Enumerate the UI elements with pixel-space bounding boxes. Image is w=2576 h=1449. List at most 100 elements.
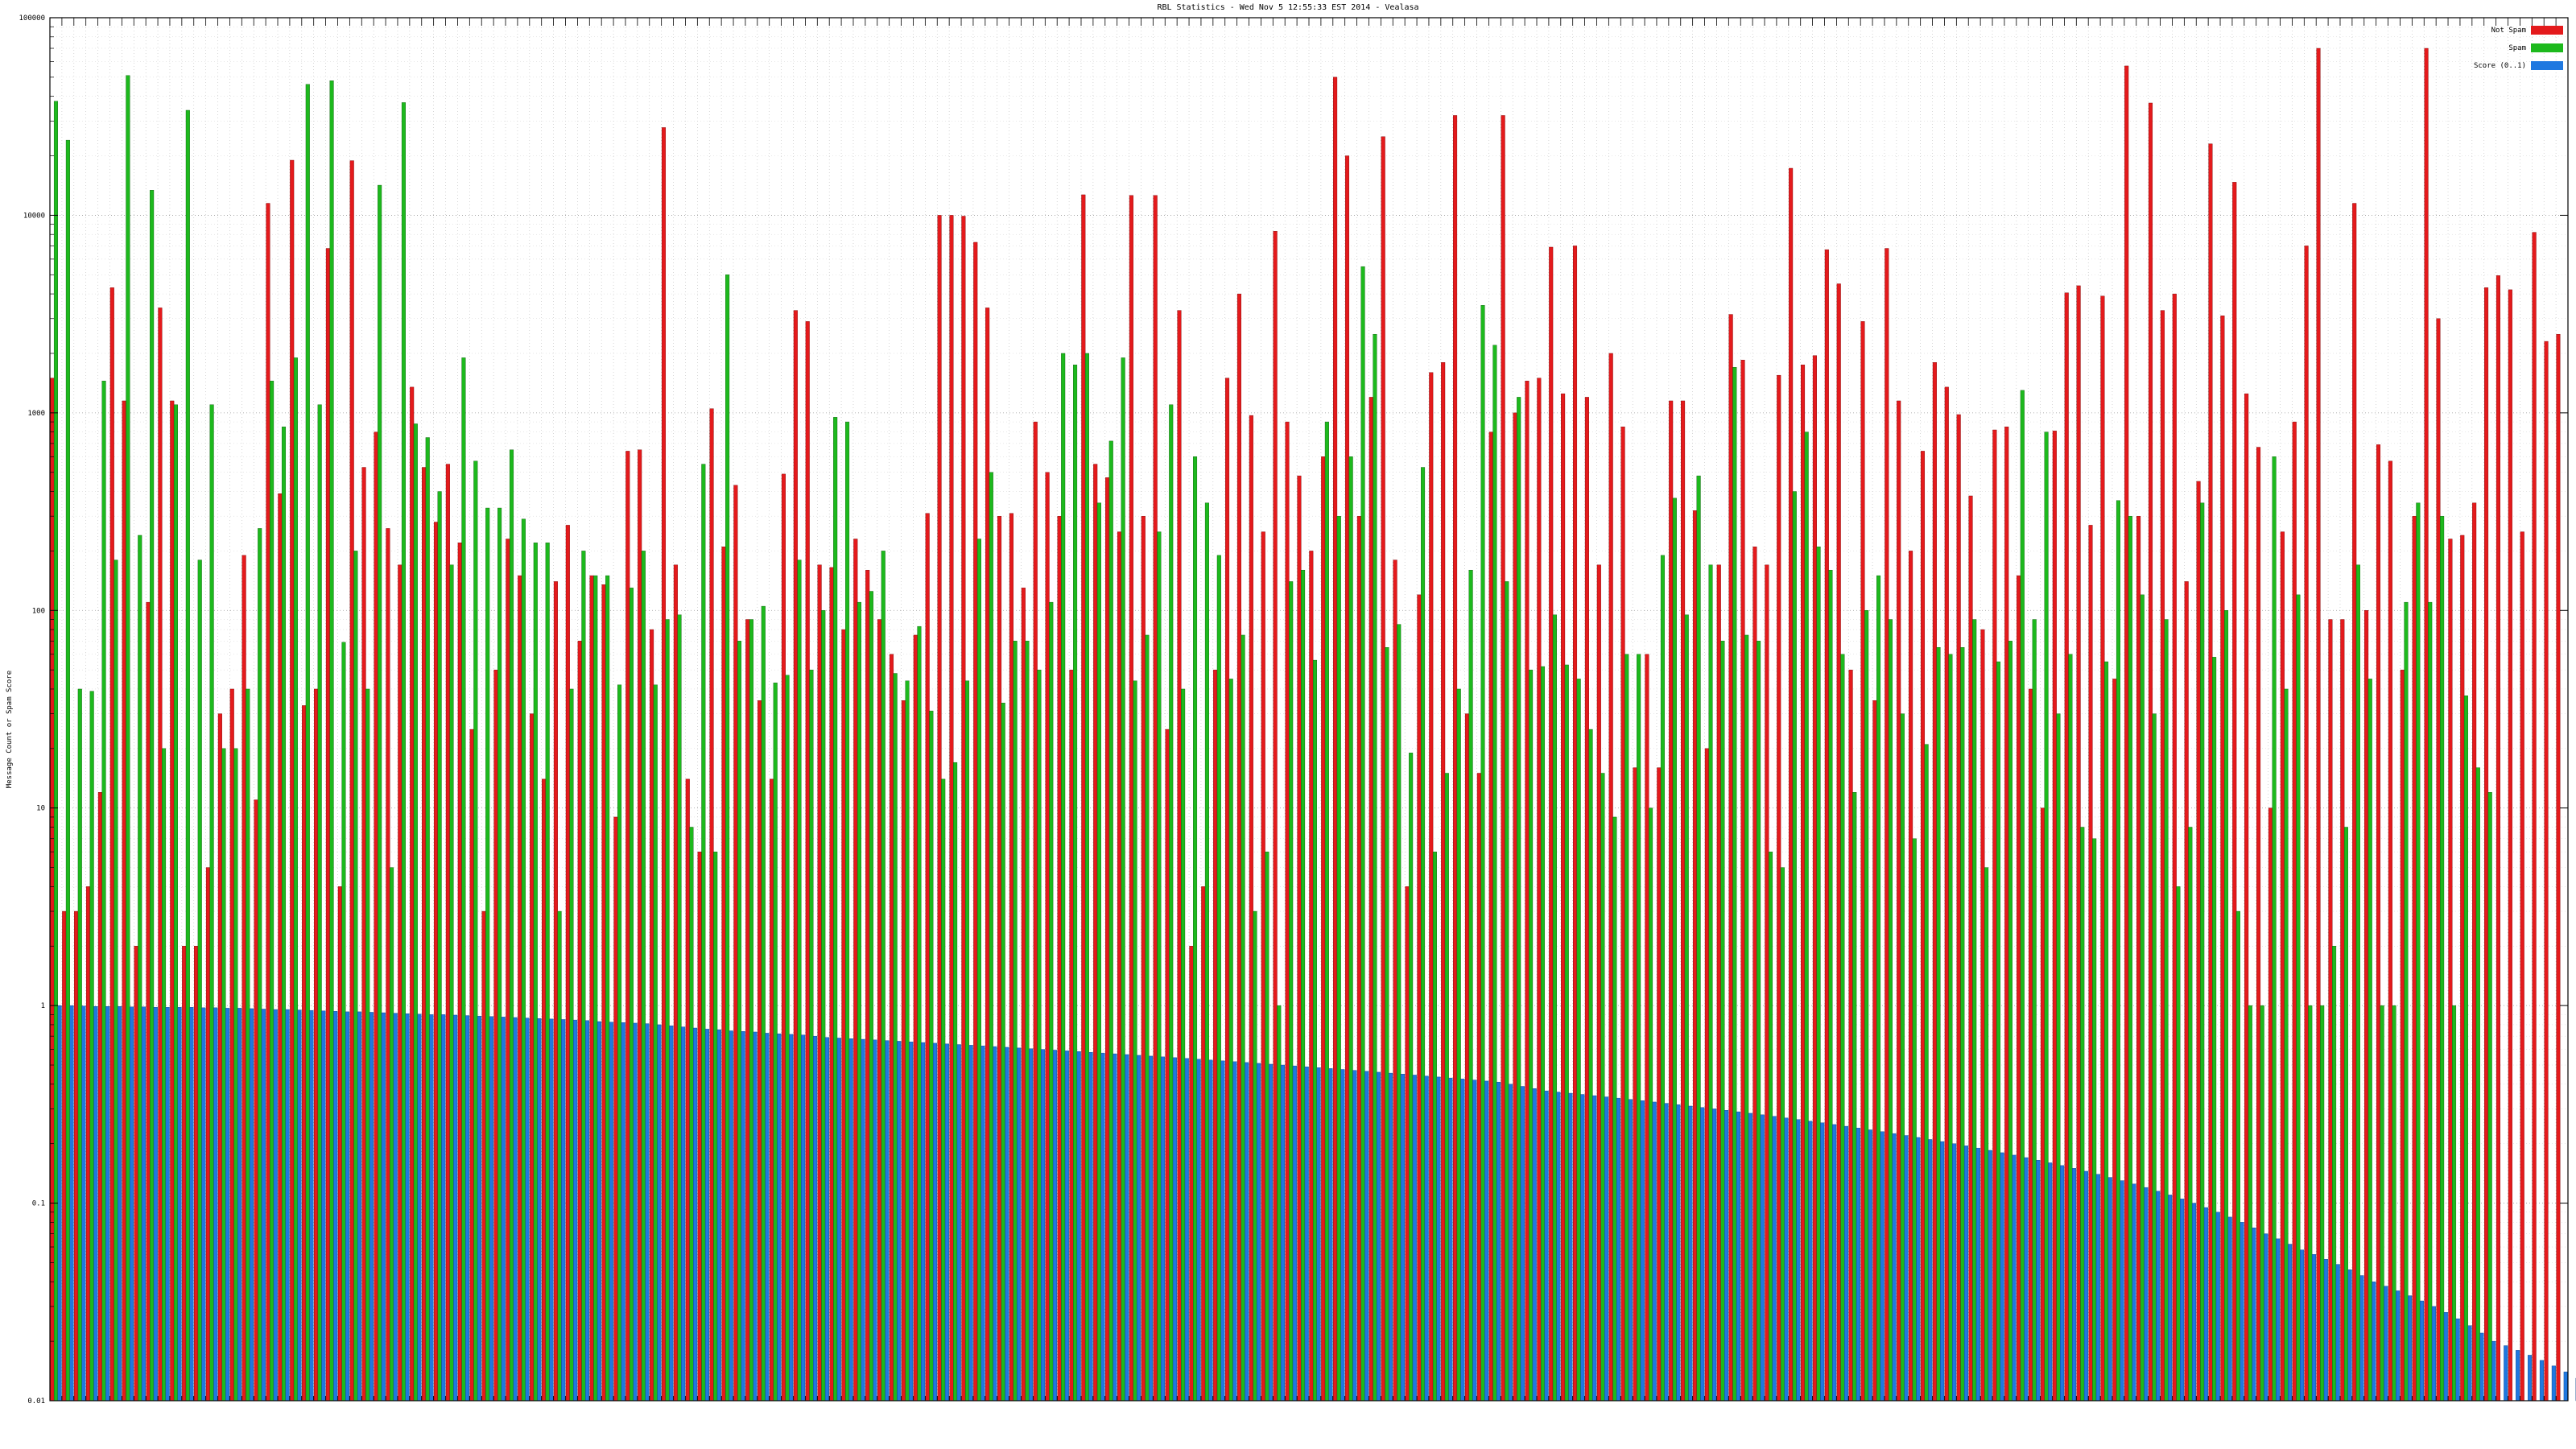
bar-score-198	[2431, 1306, 2436, 1402]
bar-not-56	[721, 547, 726, 1402]
bar-not-204	[2496, 275, 2500, 1402]
bar-not-171	[2100, 295, 2105, 1402]
bar-spam-31	[425, 437, 430, 1402]
bar-not-42	[553, 581, 558, 1402]
bar-score-177	[2180, 1199, 2185, 1402]
y-tick-label: 100000	[19, 14, 45, 23]
bar-score-59	[765, 1033, 770, 1402]
bar-not-33	[445, 464, 450, 1402]
bar-spam-107	[1336, 515, 1341, 1402]
bar-score-133	[1652, 1101, 1657, 1402]
bar-score-4	[105, 1006, 110, 1402]
bar-not-79	[997, 515, 1002, 1402]
bar-not-198	[2424, 47, 2429, 1402]
bar-score-107	[1340, 1069, 1345, 1402]
bar-score-94	[1184, 1058, 1189, 1402]
legend-swatch-0	[2531, 26, 2563, 35]
bar-score-78	[993, 1046, 997, 1402]
bar-spam-76	[964, 680, 970, 1402]
bar-not-135	[1669, 400, 1674, 1402]
bar-spam-125	[1552, 614, 1557, 1402]
bar-score-130	[1616, 1097, 1621, 1402]
bar-spam-144	[1780, 867, 1785, 1402]
bar-not-206	[2520, 531, 2524, 1402]
bar-not-176	[2160, 310, 2165, 1402]
bar-score-10	[177, 1007, 182, 1402]
bar-score-77	[980, 1046, 985, 1402]
bar-spam-19	[281, 426, 287, 1402]
bar-not-66	[841, 629, 846, 1402]
bar-score-15	[237, 1008, 242, 1402]
bar-spam-117	[1456, 688, 1461, 1402]
bar-not-185	[2268, 807, 2273, 1402]
bar-score-134	[1664, 1103, 1669, 1402]
bar-not-162	[1992, 429, 1997, 1402]
bar-spam-193	[2368, 679, 2372, 1402]
legend-swatch-1	[2531, 43, 2563, 52]
bar-not-120	[1488, 431, 1493, 1402]
bar-not-114	[1417, 594, 1422, 1402]
bar-score-46	[609, 1022, 613, 1402]
bar-spam-60	[773, 683, 778, 1402]
bar-not-184	[2256, 447, 2261, 1402]
bar-spam-77	[976, 539, 981, 1402]
bar-not-126	[1561, 393, 1566, 1402]
bar-score-57	[741, 1031, 745, 1402]
bar-not-190	[2328, 619, 2333, 1402]
bar-score-104	[1304, 1066, 1309, 1402]
bar-spam-57	[737, 641, 742, 1402]
bar-spam-172	[2116, 500, 2120, 1402]
bar-spam-15	[233, 748, 238, 1402]
bar-score-92	[1160, 1056, 1166, 1402]
bar-score-154	[1904, 1135, 1909, 1402]
bar-score-49	[645, 1023, 650, 1402]
bar-spam-55	[713, 851, 718, 1402]
chart-title: RBL Statistics - Wed Nov 5 12:55:33 EST …	[1157, 3, 1418, 12]
bar-score-110	[1377, 1071, 1381, 1402]
bar-spam-127	[1576, 679, 1581, 1402]
bar-spam-101	[1265, 851, 1269, 1402]
bar-spam-89	[1121, 357, 1125, 1402]
bar-spam-150	[1852, 792, 1857, 1402]
bar-not-167	[2052, 431, 2057, 1402]
bar-score-65	[836, 1038, 841, 1402]
bar-score-75	[956, 1044, 961, 1402]
bar-score-158	[1952, 1143, 1957, 1402]
bar-spam-85	[1073, 365, 1078, 1402]
bar-score-69	[885, 1040, 890, 1402]
bar-not-22	[313, 688, 319, 1402]
bar-spam-190	[2332, 946, 2337, 1402]
bar-not-154	[1897, 400, 1901, 1402]
bar-spam-11	[185, 109, 190, 1402]
bar-score-160	[1975, 1147, 1980, 1402]
bar-spam-138	[1708, 564, 1713, 1402]
bar-spam-168	[2068, 654, 2073, 1402]
bar-not-73	[925, 513, 930, 1402]
bar-score-38	[513, 1017, 518, 1402]
bar-spam-71	[905, 680, 910, 1402]
bar-not-152	[1872, 700, 1877, 1402]
bar-not-138	[1704, 748, 1709, 1402]
bar-score-193	[2372, 1282, 2376, 1402]
bar-score-157	[1940, 1141, 1945, 1402]
bar-score-203	[2491, 1340, 2496, 1402]
bar-not-105	[1309, 551, 1314, 1402]
bar-score-146	[1808, 1121, 1813, 1402]
bar-not-106	[1321, 456, 1326, 1402]
bar-not-34	[457, 543, 462, 1402]
bar-spam-124	[1540, 666, 1546, 1402]
bar-score-29	[405, 1013, 410, 1402]
bar-not-147	[1812, 355, 1817, 1402]
bar-spam-158	[1948, 654, 1953, 1402]
bar-not-65	[829, 567, 834, 1402]
bar-not-62	[793, 310, 798, 1402]
bar-score-84	[1064, 1051, 1069, 1402]
bar-score-20	[297, 1009, 302, 1402]
bar-not-53	[685, 778, 690, 1402]
bar-score-13	[213, 1007, 218, 1402]
bar-spam-177	[2176, 886, 2181, 1402]
bar-not-153	[1885, 248, 1889, 1402]
bar-score-44	[585, 1020, 590, 1402]
bar-spam-69	[881, 551, 886, 1402]
bar-score-197	[2419, 1300, 2425, 1402]
